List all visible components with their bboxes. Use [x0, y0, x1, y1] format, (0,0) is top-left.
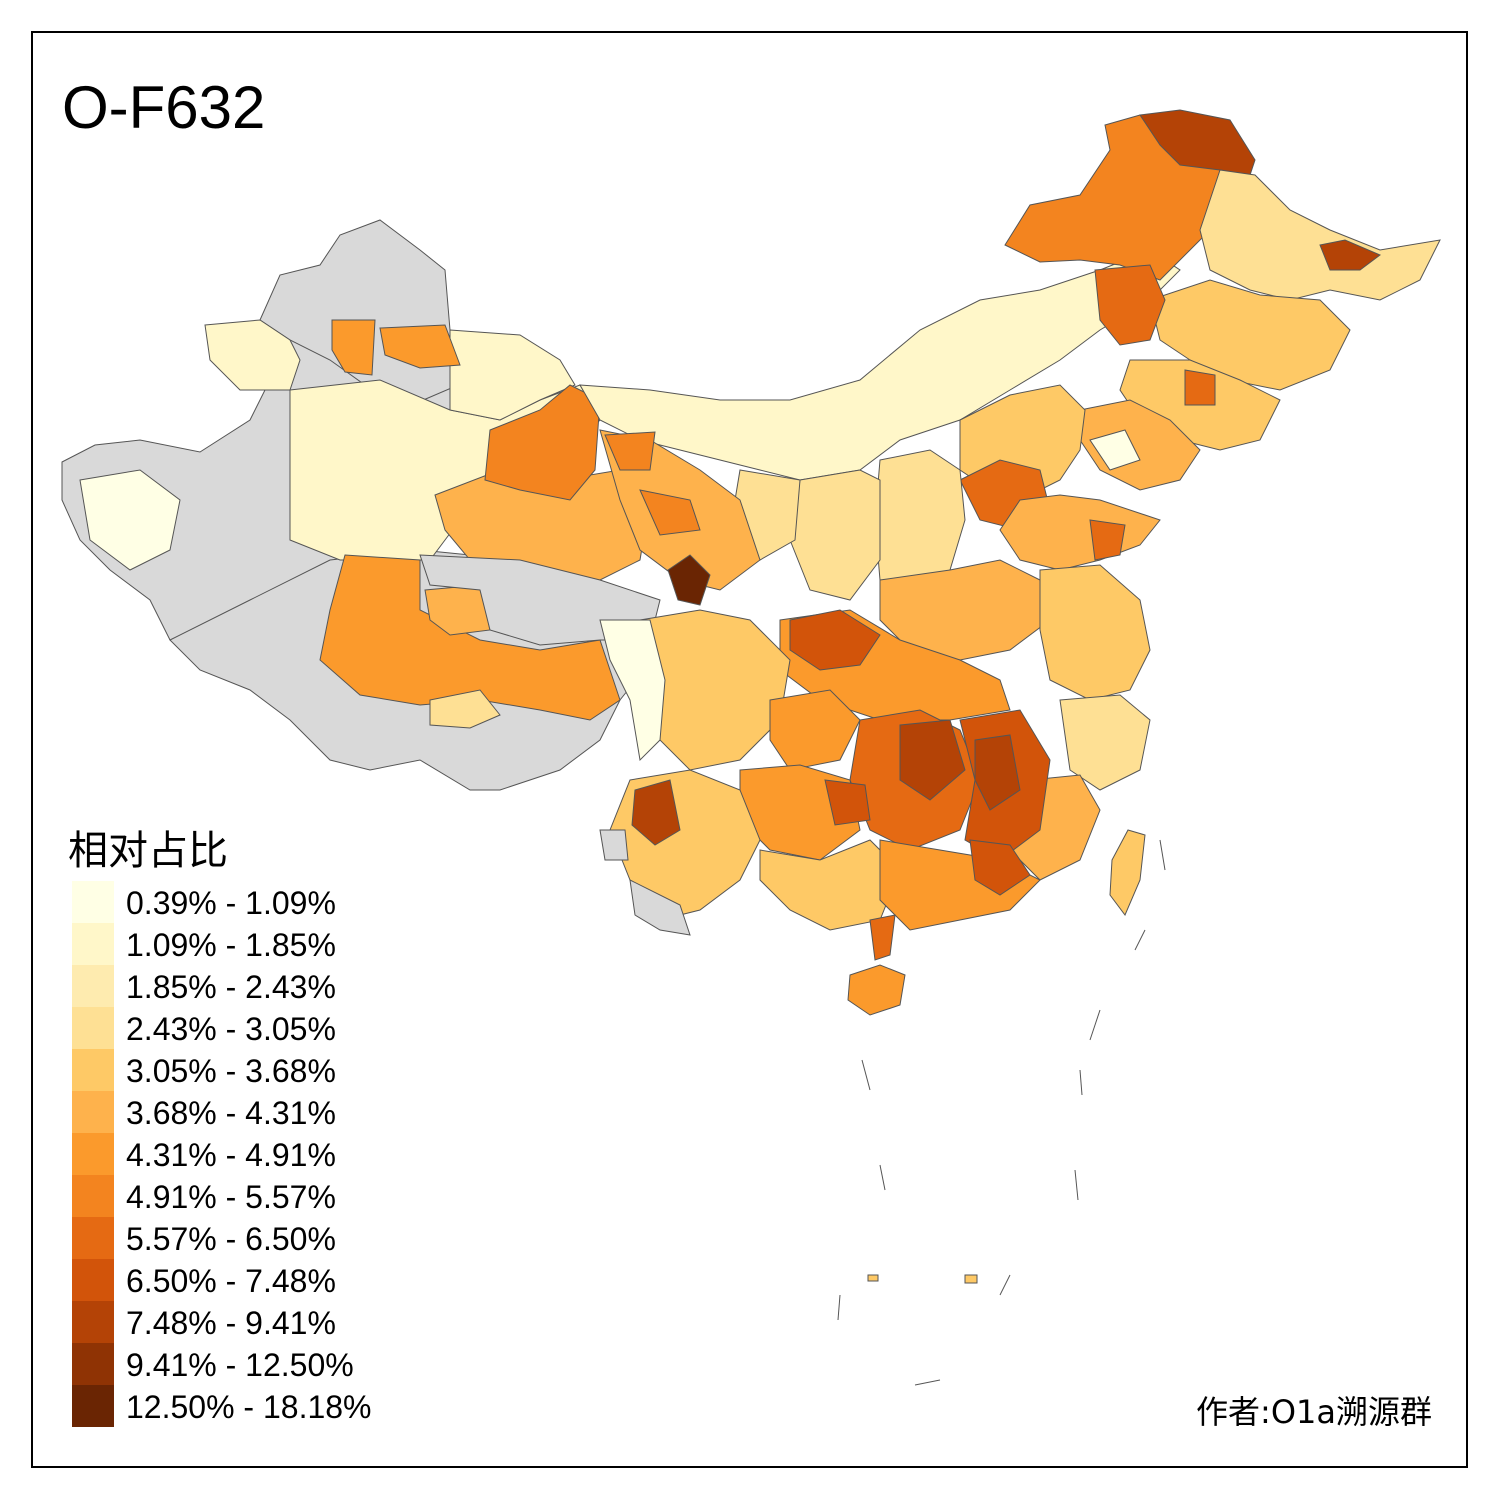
legend-label: 3.05% - 3.68% — [126, 1053, 336, 1089]
region-gansu-dark2 — [639, 489, 701, 536]
legend-label: 6.50% - 7.48% — [126, 1263, 336, 1299]
south-china-sea-islands — [837, 839, 1166, 1386]
region-hunan-dark — [899, 719, 966, 801]
region-altay-b — [379, 324, 461, 369]
region-guangdong-dark — [969, 839, 1031, 896]
region-henan — [879, 559, 1051, 661]
legend-swatch — [72, 1385, 114, 1427]
region-gansu-dark — [604, 431, 656, 471]
author-credit: 作者:O1a溯源群 — [1196, 1393, 1432, 1431]
region-shaanxi-north — [789, 469, 881, 601]
legend-label: 1.09% - 1.85% — [126, 927, 336, 963]
region-haixi — [484, 384, 601, 501]
region-heilongjiang-south — [1149, 279, 1351, 391]
region-qinghai-east — [419, 554, 661, 646]
region-jiangsu-anhui — [1039, 564, 1151, 701]
legend-label: 4.91% - 5.57% — [126, 1179, 336, 1215]
region-shanxi — [874, 449, 966, 591]
region-tibet-south — [429, 689, 501, 729]
legend-swatch — [72, 1175, 114, 1217]
legend-swatch — [72, 1343, 114, 1385]
region-linxia — [667, 554, 711, 606]
map-title: O-F632 — [62, 74, 266, 141]
region-dalian-light — [1089, 429, 1141, 471]
region-zhejiang — [1059, 694, 1151, 791]
region-jilin-dark — [1184, 369, 1216, 406]
legend-label: 0.39% - 1.09% — [126, 885, 336, 921]
region-inner-mongolia — [579, 249, 1181, 481]
region-shandong-dark — [1089, 519, 1126, 561]
region-heilongjiang-dark — [1094, 264, 1166, 346]
region-hainan — [847, 964, 906, 1016]
legend-swatch — [72, 881, 114, 923]
region-ganzi — [599, 619, 666, 762]
region-heilongjiang-north — [1199, 169, 1441, 301]
region-taiwan — [1109, 829, 1146, 916]
region-yunnan-grey — [629, 879, 691, 936]
legend-swatch — [72, 1133, 114, 1175]
region-shaanxi-south-dark — [789, 609, 881, 671]
map-frame — [31, 31, 1468, 1468]
region-shandong — [999, 494, 1161, 571]
legend-label: 4.31% - 4.91% — [126, 1137, 336, 1173]
region-gansu-west — [449, 329, 576, 421]
region-chongqing — [769, 689, 861, 771]
legend-swatch — [72, 923, 114, 965]
legend-label: 9.41% - 12.50% — [126, 1347, 354, 1383]
legend-label: 3.68% - 4.31% — [126, 1095, 336, 1131]
region-xishuangbanna-grey — [599, 829, 629, 861]
legend-swatch — [72, 965, 114, 1007]
region-ili — [204, 319, 301, 391]
legend-label: 12.50% - 18.18% — [126, 1389, 372, 1425]
legend-label: 2.43% - 3.05% — [126, 1011, 336, 1047]
legend-title: 相对占比 — [68, 828, 228, 874]
legend-swatch — [72, 1091, 114, 1133]
region-jiamusi — [1319, 239, 1381, 271]
region-kashgar — [79, 469, 181, 571]
legend-swatch — [72, 1049, 114, 1091]
region-altay-a — [331, 319, 376, 376]
legend-label: 1.85% - 2.43% — [126, 969, 336, 1005]
region-guangxi — [759, 839, 901, 931]
region-yunnan-dark — [631, 779, 681, 846]
region-leizhou — [869, 914, 896, 961]
legend-swatch — [72, 1301, 114, 1343]
legend-swatch — [72, 1259, 114, 1301]
legend-label: 7.48% - 9.41% — [126, 1305, 336, 1341]
region-guizhou-dark — [824, 779, 871, 826]
legend-swatch — [72, 1217, 114, 1259]
legend-label: 5.57% - 6.50% — [126, 1221, 336, 1257]
legend-swatch — [72, 1007, 114, 1049]
region-jiangxi-dark — [974, 734, 1021, 811]
